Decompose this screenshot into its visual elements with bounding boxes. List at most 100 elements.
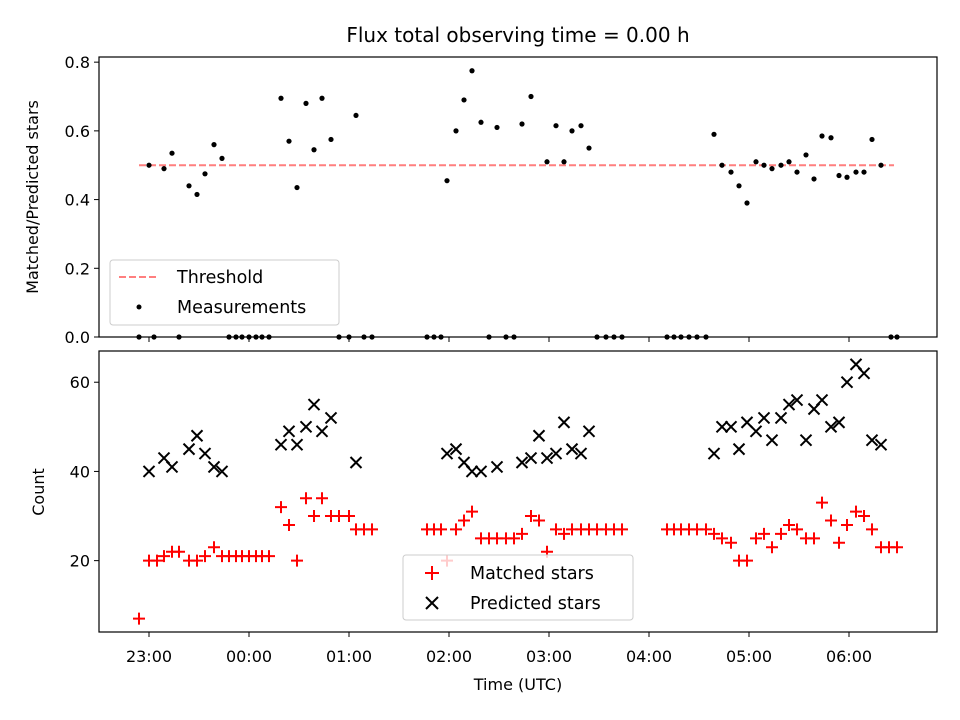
measurement-point [844, 174, 850, 180]
predicted-star-point [315, 425, 329, 438]
measurement-point [711, 131, 717, 137]
matched-star-point [758, 527, 770, 540]
bottom-x-tick-label: 04:00 [626, 647, 672, 666]
matched-star-point [275, 501, 287, 514]
matched-star-point [466, 505, 478, 518]
matched-star-point [891, 541, 903, 554]
bottom-x-tick-label: 06:00 [826, 647, 872, 666]
predicted-star-point [198, 447, 212, 460]
predicted-star-point [774, 411, 788, 425]
measurement-point [528, 93, 534, 100]
measurement-point [294, 184, 300, 191]
measurement-point [469, 68, 475, 74]
top-legend-box [109, 259, 340, 326]
top-y-tick-label: 0.0 [65, 328, 90, 347]
matched-star-point [533, 514, 545, 527]
predicted-star-point [749, 425, 763, 438]
measurement-point [728, 169, 734, 175]
predicted-star-point [824, 420, 838, 434]
measurement-point [353, 112, 359, 119]
bottom-legend: Matched stars Predicted stars [402, 554, 634, 621]
matched-star-point [833, 536, 845, 549]
matched-star-point [841, 518, 853, 531]
top-y-axis-label: Matched/Predicted stars [23, 100, 42, 294]
predicted-star-point [524, 451, 538, 465]
measurements-legend-marker [136, 304, 142, 310]
top-plot-area [136, 68, 900, 340]
matched-star-point [783, 518, 795, 531]
threshold-legend-label: Threshold [176, 268, 263, 288]
matched-star-point [263, 550, 275, 563]
matched-star-point [525, 510, 537, 523]
matched-star-point [766, 541, 778, 554]
predicted-legend-label: Predicted stars [470, 594, 601, 614]
matched-star-point [208, 541, 220, 554]
predicted-star-point [182, 442, 196, 456]
measurement-point [878, 162, 884, 168]
bottom-y-tick-label: 20 [70, 552, 90, 571]
measurement-point [786, 159, 792, 165]
matched-star-point [550, 523, 562, 536]
matched-star-point [173, 545, 185, 558]
bottom-y-axis-label: Count [29, 468, 48, 516]
matched-star-point [816, 496, 828, 509]
matched-star-point [151, 554, 163, 567]
matched-star-point [508, 532, 520, 545]
bottom-x-tick-label: 01:00 [326, 647, 372, 666]
bottom-x-tick-label: 02:00 [426, 647, 472, 666]
measurement-point [169, 150, 175, 156]
matched-star-point [283, 518, 295, 531]
measurement-point [778, 162, 784, 168]
bottom-x-tick-label: 03:00 [526, 647, 572, 666]
predicted-star-point [865, 433, 879, 447]
bottom-x-tick-label: 23:00 [126, 647, 172, 666]
matched-star-point [616, 523, 628, 536]
predicted-star-point [190, 429, 204, 442]
predicted-star-point [142, 465, 156, 478]
matched-star-point [316, 492, 328, 505]
matched-star-point [308, 510, 320, 523]
measurement-point [219, 155, 225, 161]
predicted-star-point [274, 438, 288, 451]
matched-star-point [858, 510, 870, 523]
predicted-star-point [449, 442, 463, 456]
matched-star-point [808, 532, 820, 545]
predicted-star-point [840, 376, 854, 389]
measurement-point [753, 159, 759, 165]
matched-legend-marker [425, 566, 439, 580]
predicted-star-point [732, 442, 746, 456]
matched-star-point [133, 612, 145, 625]
matched-star-point [850, 505, 862, 518]
measurement-point [811, 176, 817, 182]
measurement-point [553, 123, 559, 129]
measurement-point [194, 191, 200, 198]
predicted-star-point [715, 420, 729, 434]
predicted-star-point [582, 425, 596, 438]
top-legend: Threshold Measurements [109, 259, 340, 326]
predicted-star-point [349, 456, 363, 469]
matched-star-point [750, 532, 762, 545]
bottom-plot-area [133, 358, 903, 625]
predicted-star-point [832, 416, 846, 429]
measurement-point [146, 162, 152, 168]
bottom-legend-box [402, 554, 634, 621]
matched-star-point [516, 527, 528, 540]
predicted-star-point [782, 398, 796, 411]
matched-star-point [716, 532, 728, 545]
predicted-star-point [299, 420, 313, 434]
measurement-point [303, 100, 309, 106]
measurement-point [761, 162, 767, 168]
matched-star-point [199, 550, 211, 563]
measurement-point [819, 133, 825, 139]
bottom-x-tick-label: 05:00 [726, 647, 772, 666]
measurement-point [794, 169, 800, 175]
measurement-point [769, 166, 775, 172]
matched-legend-label: Matched stars [470, 564, 594, 584]
predicted-star-point [515, 456, 529, 469]
measurement-point [569, 128, 575, 134]
predicted-star-point [574, 447, 588, 460]
measurement-point [586, 145, 592, 151]
chart-title: Flux total observing time = 0.00 h [346, 23, 689, 47]
matched-star-point [450, 523, 462, 536]
predicted-star-point [440, 447, 454, 460]
